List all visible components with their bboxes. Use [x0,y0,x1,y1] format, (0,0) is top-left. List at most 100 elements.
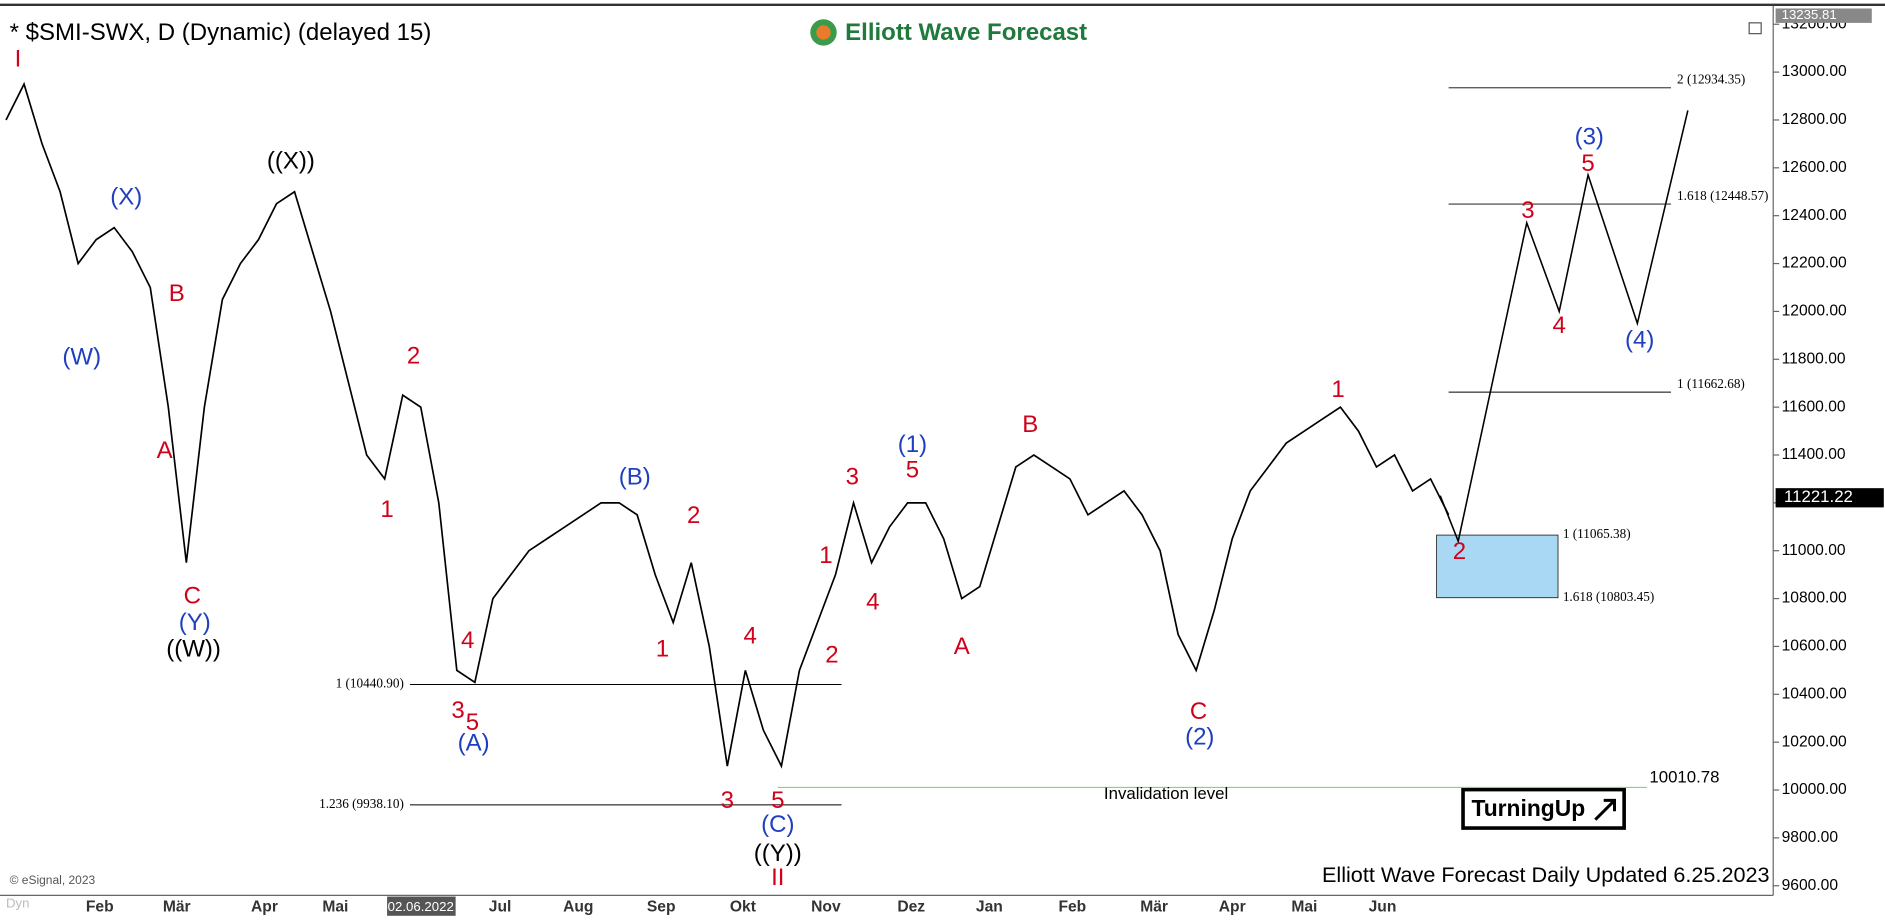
wave-label: (1) [898,431,927,458]
wave-label: (2) [1185,723,1214,750]
wave-label: (A) [458,729,490,756]
logo-arrow [1594,798,1617,821]
fib-label: 2 (12934.35) [1677,72,1745,87]
brand: Elliott Wave Forecast [845,19,1087,46]
wave-label: A [157,437,173,464]
wave-label: C [184,583,201,610]
logo-box [1461,787,1626,830]
wave-label: B [1022,411,1038,438]
wave-label: ((W)) [166,636,221,663]
y-tick-label: 13000.00 [1782,63,1847,80]
fib-label: 1 (11065.38) [1563,526,1631,541]
wave-label: 2 [687,502,700,529]
x-tick-label: Sep [647,899,676,916]
y-tick-label: 11400.00 [1782,446,1846,463]
wave-label: 3 [721,787,734,814]
y-tick-label: 10600.00 [1782,638,1847,655]
fib-label: 1.618 (12448.57) [1677,188,1768,203]
fib-label: 1.236 (9938.10) [319,796,404,811]
y-tick-label: 12000.00 [1782,303,1847,320]
price-line [5,81,1450,769]
wave-label: 1 [819,542,832,569]
wave-label: 3 [1521,197,1534,224]
x-tick-label: Dez [897,899,925,916]
target-zone [1436,534,1559,599]
wave-label: 5 [771,787,784,814]
wave-label: 4 [866,589,879,616]
wave-label: 1 [656,636,669,663]
wave-label: (C) [761,811,794,838]
y-tick-label: 12200.00 [1782,255,1847,272]
top-price-label: 13235.81 [1782,7,1837,22]
x-tick-label: Mär [163,899,191,916]
projection-path [1439,110,1689,544]
wave-label: II [771,864,784,891]
x-tick-label: Mai [322,899,348,916]
wave-label: (X) [110,184,142,211]
x-tick-label: Okt [730,899,756,916]
chart-title: * $SMI-SWX, D (Dynamic) (delayed 15) [10,19,432,46]
y-tick-label: 11000.00 [1782,542,1846,559]
wave-label: 3 [846,464,859,491]
corner-label: Dyn [6,895,30,910]
last-price-label: 11221.22 [1784,487,1853,506]
fib-label: 1 (11662.68) [1677,376,1745,391]
wave-label: (B) [619,464,651,491]
footer: Elliott Wave Forecast Daily Updated 6.25… [1322,862,1770,887]
date-highlight [387,896,456,916]
x-tick-label: Aug [563,899,593,916]
fib-label: 1 (10440.90) [336,676,404,691]
last-price-tag [1775,488,1884,508]
wave-label: (Y) [179,609,211,636]
wave-label: (3) [1575,124,1604,151]
x-tick-label: Apr [251,899,278,916]
y-tick-label: 12400.00 [1782,207,1847,224]
wave-label: (W) [62,343,101,370]
wave-label: 3 [451,697,464,724]
y-tick-label: 10800.00 [1782,590,1847,607]
top-price-tag [1775,8,1872,23]
y-tick-label: 9800.00 [1782,829,1839,846]
wave-label: 5 [906,456,919,483]
invalidation-text: Invalidation level [1104,784,1228,803]
x-tick-label: Apr [1219,899,1246,916]
brand-icon-inner [816,25,831,40]
x-tick-label: Mär [1140,899,1168,916]
y-tick-label: 10000.00 [1782,781,1847,798]
x-tick-label: Nov [811,899,841,916]
x-tick-label: Feb [86,899,114,916]
wave-label: 5 [1581,150,1594,177]
x-tick-label: Feb [1058,899,1086,916]
copyright: © eSignal, 2023 [10,873,96,887]
y-tick-label: 9600.00 [1782,877,1839,894]
wave-label: 2 [407,342,420,369]
wave-label: B [169,280,185,307]
wave-label: ((X)) [267,148,315,175]
wave-label: C [1190,698,1207,725]
fib-label: 1.618 (10803.45) [1563,589,1654,604]
x-tick-label: Jun [1369,899,1397,916]
wave-label: 1 [380,496,393,523]
invalidation-value: 10010.78 [1649,767,1719,786]
x-tick-label: Jul [489,899,512,916]
wave-label: 1 [1331,376,1344,403]
wave-label: 2 [1453,538,1466,565]
wave-label: 4 [743,622,756,649]
wave-label: (4) [1625,327,1654,354]
wave-label: 4 [461,627,474,654]
y-tick-label: 12800.00 [1782,111,1847,128]
window-icon [1748,22,1762,35]
y-tick-label: 10400.00 [1782,685,1847,702]
logo: TurningUp [1471,795,1585,821]
wave-label: 4 [1553,312,1566,339]
wave-label: ((Y)) [754,840,802,867]
wave-label: 2 [825,642,838,669]
wave-label: I [15,45,22,72]
x-tick-label: Mai [1291,899,1317,916]
y-tick-label: 10200.00 [1782,733,1847,750]
x-tick-label: 02.06.2022 [388,899,454,914]
y-tick-label: 12600.00 [1782,159,1847,176]
wave-label: 5 [466,709,479,736]
